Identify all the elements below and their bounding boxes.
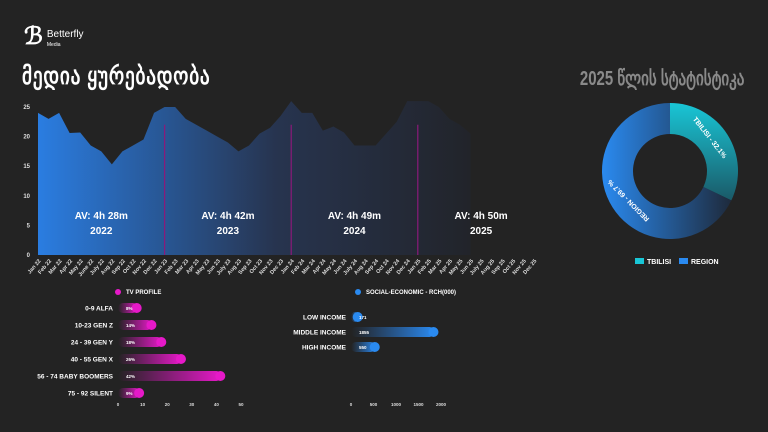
- x-tick-label: 20: [165, 402, 171, 407]
- bar: [118, 320, 153, 330]
- donut-slice-region: [602, 103, 732, 239]
- y-tick-label: 20: [23, 135, 30, 141]
- x-tick-label: 10: [140, 402, 146, 407]
- bar-value-label: 1855: [359, 330, 370, 335]
- butterfly-logo-icon: ℬ: [24, 21, 43, 50]
- legend-dot: [115, 289, 121, 295]
- year-average-label: AV: 4h 28m: [75, 211, 128, 222]
- bar: [118, 388, 141, 398]
- legend-label: TV PROFILE: [126, 290, 161, 296]
- bar-value-label: 550: [359, 345, 367, 350]
- year-average-label: AV: 4h 42m: [201, 211, 254, 222]
- bar-category-label: 40 - 55 GEN X: [71, 357, 114, 364]
- bar-end-dot: [175, 354, 186, 364]
- x-tick-label: 500: [370, 402, 378, 407]
- profile-bar-charts: TV PROFILE 0-9 ALFA 8% 10-23 GEN Z 14% 24 - 3…: [37, 289, 456, 407]
- region-donut-chart: TBILISI - 32.1%REGION - 69.7 %TBILISI REG…: [602, 103, 738, 266]
- legend-label: REGION: [691, 259, 719, 266]
- bar-value-label: 26%: [126, 357, 135, 362]
- viewership-area: [38, 101, 471, 255]
- x-tick-label: 2000: [436, 402, 447, 407]
- x-tick-label: 50: [238, 402, 244, 407]
- year-label: 2022: [90, 226, 113, 237]
- bar-value-label: 18%: [126, 340, 135, 345]
- brand-logo: ℬ Betterfly Media: [24, 21, 84, 50]
- bar-end-dot: [156, 337, 167, 347]
- x-tick-label: 0: [117, 402, 120, 407]
- y-tick-label: 10: [23, 194, 30, 200]
- x-tick-label: 0: [350, 402, 353, 407]
- bar-end-dot: [131, 303, 142, 313]
- page-subtitle: 2025 წლის სტატისტიკა: [579, 68, 744, 90]
- bar-end-dot: [369, 342, 380, 352]
- bar-end-dot: [215, 371, 226, 381]
- legend-swatch: [635, 258, 644, 264]
- bar-value-label: 8%: [126, 306, 133, 311]
- legend-label: TBILISI: [647, 259, 671, 266]
- legend-dot: [355, 289, 361, 295]
- bar-end-dot: [352, 312, 363, 322]
- x-tick-label: 1000: [391, 402, 402, 407]
- y-tick-label: 15: [23, 164, 30, 170]
- year-average-label: AV: 4h 49m: [328, 211, 381, 222]
- year-label: 2024: [343, 226, 366, 237]
- bar-category-label: 75 - 92 SILENT: [68, 391, 113, 398]
- bar-category-label: 10-23 GEN Z: [75, 323, 113, 330]
- y-tick-label: 0: [27, 253, 31, 259]
- bar-value-label: 42%: [126, 374, 135, 379]
- brand-name: Betterfly: [46, 29, 84, 40]
- bar-end-dot: [428, 327, 439, 337]
- donut-slice-tbilisi: [670, 103, 738, 201]
- year-label: 2023: [217, 226, 240, 237]
- legend-label: SOCIAL-ECONOMIC - RCH(000): [366, 290, 456, 296]
- bar: [118, 337, 163, 347]
- bar-value-label: 9%: [126, 391, 133, 396]
- brand-sub: Media: [46, 42, 61, 48]
- bar-value-label: 171: [359, 315, 367, 320]
- bar: [118, 371, 222, 381]
- bar-end-dot: [146, 320, 157, 330]
- bar-category-label: LOW INCOME: [303, 315, 347, 322]
- year-average-label: AV: 4h 50m: [455, 211, 508, 222]
- y-tick-label: 5: [27, 223, 31, 229]
- bar-category-label: HIGH INCOME: [302, 345, 347, 352]
- y-tick-label: 25: [23, 105, 30, 111]
- bar-category-label: 0-9 ALFA: [85, 306, 113, 313]
- bar-category-label: 24 - 39 GEN Y: [71, 340, 114, 347]
- bar: [351, 342, 376, 352]
- bar-value-label: 14%: [126, 323, 135, 328]
- x-tick-label: 40: [214, 402, 220, 407]
- bar-category-label: 56 - 74 BABY BOOMERS: [37, 374, 113, 381]
- page-title: მედია ყურებადობა: [22, 63, 211, 90]
- legend-swatch: [679, 258, 688, 264]
- bar: [118, 354, 182, 364]
- bar: [351, 327, 435, 337]
- bar-category-label: MIDDLE INCOME: [293, 330, 346, 337]
- x-tick-label: 30: [189, 402, 195, 407]
- year-label: 2025: [470, 226, 493, 237]
- bar-end-dot: [134, 388, 145, 398]
- x-tick-label: 1500: [413, 402, 424, 407]
